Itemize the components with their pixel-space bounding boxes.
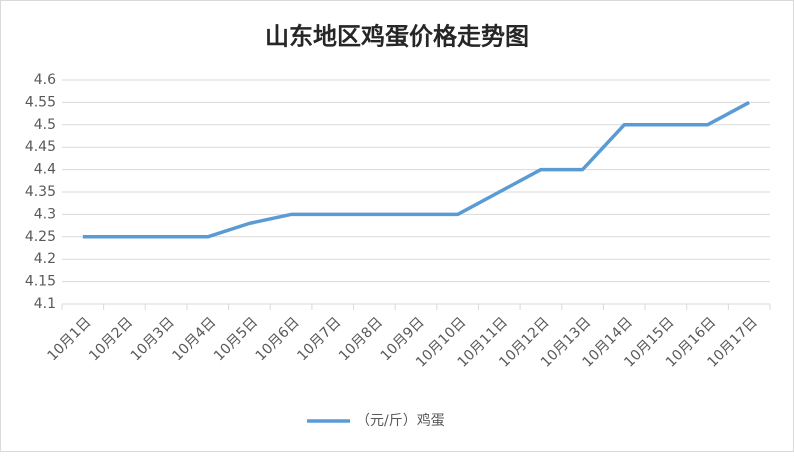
y-tick-label: 4.15 [25, 274, 56, 290]
y-tick-label: 4.6 [34, 72, 56, 88]
chart-title: 山东地区鸡蛋价格走势图 [265, 22, 529, 51]
y-tick-label: 4.25 [25, 229, 56, 245]
y-tick-label: 4.2 [34, 251, 56, 267]
legend-label: （元/斤）鸡蛋 [356, 412, 445, 429]
y-tick-label: 4.1 [34, 296, 56, 312]
y-tick-label: 4.35 [25, 184, 56, 200]
y-tick-label: 4.55 [25, 94, 56, 110]
y-tick-label: 4.5 [34, 117, 56, 133]
line-series [82, 100, 751, 239]
y-tick-label: 4.4 [34, 162, 56, 178]
y-tick-label: 4.3 [34, 206, 56, 222]
y-tick-label: 4.45 [25, 139, 56, 155]
